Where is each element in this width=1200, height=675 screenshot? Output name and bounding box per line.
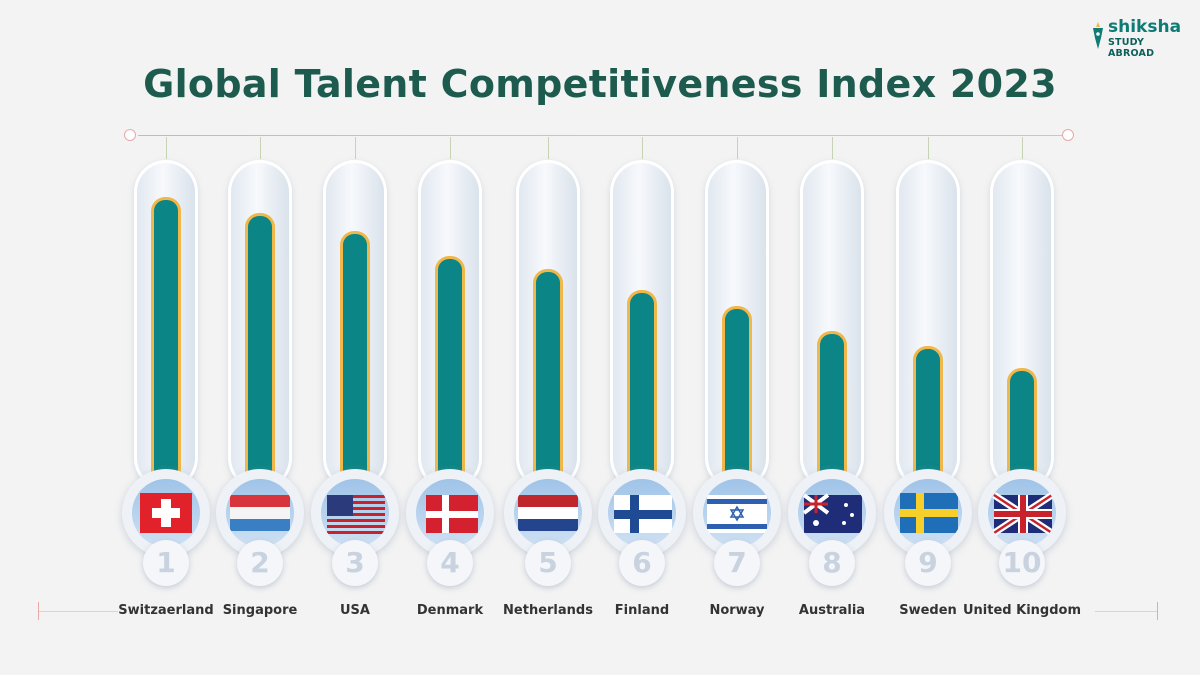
column-tick [1022, 137, 1023, 159]
bar [817, 330, 847, 483]
country-label: Norway [709, 603, 765, 618]
bottom-rule-right-cap [1157, 602, 1158, 620]
column-tick [260, 137, 261, 159]
bar [533, 268, 563, 483]
bottom-rule-left-cap [38, 602, 39, 620]
country-label: Switzaerland [118, 603, 214, 618]
flag-netherlands-icon [518, 495, 578, 531]
country-label: Sweden [899, 603, 957, 618]
rank-number: 2 [237, 540, 283, 586]
bottom-rule-right [1095, 611, 1157, 612]
country-label: USA [340, 603, 370, 618]
column-tick [832, 137, 833, 159]
logo-tagline: STUDY ABROAD [1108, 37, 1155, 59]
country-label: Netherlands [503, 603, 593, 618]
bar [1007, 367, 1037, 483]
column-tick [355, 137, 356, 159]
flag-denmark-icon [426, 495, 478, 533]
flag-usa-icon [327, 495, 385, 534]
country-label: Denmark [416, 603, 484, 618]
column-tick [642, 137, 643, 159]
flag-finland-icon [614, 495, 672, 533]
flag-badge [122, 469, 210, 557]
bar [627, 290, 657, 483]
top-rule-left-dot [124, 129, 136, 141]
flag-badge [884, 469, 972, 557]
rank-number: 3 [332, 540, 378, 586]
bar [435, 256, 465, 483]
top-rule-right-dot [1062, 129, 1074, 141]
bar [913, 346, 943, 483]
flag-switzerland-icon [140, 493, 192, 533]
flag-sweden-icon [900, 493, 958, 533]
country-label: Finland [614, 603, 670, 618]
logo-name: shiksha [1108, 17, 1182, 37]
flag-norway-icon [707, 495, 767, 533]
column-tick [450, 137, 451, 159]
rank-number: 9 [905, 540, 951, 586]
pen-nib-icon [1093, 22, 1103, 49]
flag-united-kingdom-icon [992, 492, 1054, 536]
bar [151, 197, 181, 483]
column-tick [928, 137, 929, 159]
rank-number: 8 [809, 540, 855, 586]
column-tick [737, 137, 738, 159]
country-label: Australia [798, 603, 866, 618]
rank-number: 4 [427, 540, 473, 586]
flag-singapore-icon [230, 495, 290, 531]
bar [245, 212, 275, 483]
rank-number: 5 [525, 540, 571, 586]
chart-title: Global Talent Competitiveness Index 2023 [143, 62, 1057, 106]
rank-number: 6 [619, 540, 665, 586]
bar [340, 231, 370, 483]
column-tick [166, 137, 167, 159]
column-tick [548, 137, 549, 159]
top-rule [138, 135, 1062, 136]
bottom-rule-left [38, 611, 118, 612]
country-label: United Kingdom [962, 603, 1081, 618]
rank-number: 1 [143, 540, 189, 586]
bar [722, 305, 752, 483]
flag-badge [216, 469, 304, 557]
shiksha-logo: shiksha STUDY ABROAD [1092, 17, 1182, 59]
flag-australia-icon [802, 493, 862, 533]
country-label: Singapore [222, 603, 298, 618]
rank-number: 10 [999, 540, 1045, 586]
rank-number: 7 [714, 540, 760, 586]
